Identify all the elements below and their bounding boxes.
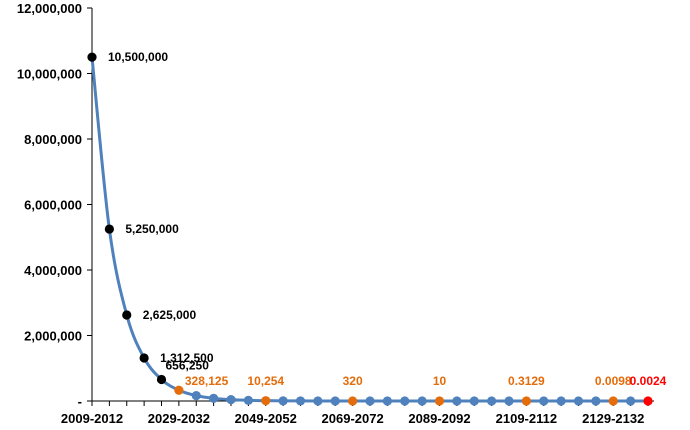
y-tick-label: 10,000,000 <box>17 67 82 82</box>
y-axis: - 2,000,000 4,000,000 6,000,000 8,000,000 10,… <box>17 1 93 409</box>
series-line <box>90 56 648 403</box>
data-point <box>87 52 97 62</box>
data-point <box>573 396 584 406</box>
data-point <box>626 396 636 406</box>
data-point <box>400 396 410 406</box>
y-tick-label: - <box>78 394 82 409</box>
data-point <box>156 374 167 385</box>
data-point <box>487 396 497 406</box>
data-point <box>278 396 288 406</box>
data-point <box>591 396 601 406</box>
data-point <box>504 396 514 406</box>
data-point <box>174 385 184 395</box>
data-point <box>417 396 427 406</box>
data-label: 10 <box>433 374 447 388</box>
data-point <box>104 224 114 234</box>
data-point <box>313 396 323 406</box>
x-tick-label: 2009-2012 <box>61 411 123 426</box>
data-point <box>330 396 340 406</box>
data-point <box>139 353 149 363</box>
data-label: 1,312,500 <box>160 351 214 365</box>
data-point <box>122 310 132 320</box>
data-point <box>643 396 653 406</box>
x-tick-label: 2069-2072 <box>322 411 384 426</box>
data-point <box>521 396 531 406</box>
y-tick-label: 6,000,000 <box>24 198 82 213</box>
data-label: 328,125 <box>185 374 229 388</box>
data-point <box>469 396 479 406</box>
data-point <box>295 396 306 406</box>
data-label: 10,500,000 <box>108 50 168 64</box>
data-point <box>365 396 375 406</box>
data-point <box>191 391 201 401</box>
data-label: 2,625,000 <box>143 308 197 322</box>
data-label: 0.3129 <box>508 374 545 388</box>
y-tick-label: 4,000,000 <box>24 263 82 278</box>
data-points <box>87 52 653 406</box>
y-tick-label: 8,000,000 <box>24 132 82 147</box>
data-point <box>452 396 462 406</box>
data-label: 5,250,000 <box>125 222 179 236</box>
data-point <box>348 396 358 406</box>
y-tick-label: 2,000,000 <box>24 329 82 344</box>
data-label: 0.0098 <box>595 374 632 388</box>
data-point <box>434 396 445 406</box>
x-tick-label: 2089-2092 <box>408 411 470 426</box>
x-tick-label: 2109-2112 <box>496 411 557 426</box>
x-axis: 2009-2012 2029-2032 2049-2052 2069-2072 2089… <box>61 400 654 426</box>
data-point <box>226 395 236 405</box>
data-point <box>539 396 549 406</box>
y-tick-label: 12,000,000 <box>17 1 82 16</box>
data-point <box>382 396 392 406</box>
data-point <box>243 395 253 405</box>
data-point <box>209 393 219 403</box>
data-labels: 10,500,000 5,250,000 2,625,000 1,312,500656… <box>108 50 667 388</box>
x-tick-label: 2129-2132 <box>582 411 644 426</box>
data-label: 656,250 <box>166 359 210 373</box>
data-label: 0.0024 <box>630 374 667 388</box>
data-point <box>261 396 271 406</box>
data-label: 10,254 <box>247 374 284 388</box>
x-tick-label: 2029-2032 <box>148 411 210 426</box>
x-tick-label: 2049-2052 <box>235 411 297 426</box>
data-point <box>556 396 566 406</box>
data-label: 320 <box>343 374 363 388</box>
data-point <box>608 396 618 406</box>
